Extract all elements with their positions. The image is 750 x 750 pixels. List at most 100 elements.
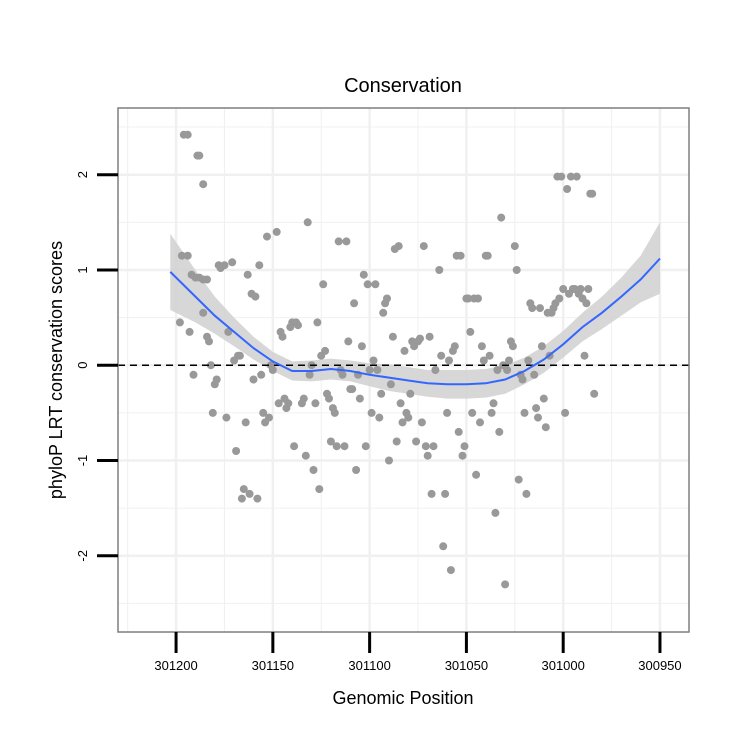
data-point <box>441 489 450 498</box>
data-point <box>350 299 359 308</box>
data-point <box>557 172 566 181</box>
data-point <box>495 427 504 436</box>
data-point <box>423 451 432 460</box>
y-tick-label: -1 <box>75 455 90 467</box>
data-point <box>406 389 415 398</box>
data-point <box>257 370 266 379</box>
data-point <box>239 485 248 494</box>
data-point <box>456 251 465 260</box>
data-point <box>443 408 452 417</box>
data-point <box>508 342 517 351</box>
data-point <box>183 251 192 260</box>
data-point <box>357 342 366 351</box>
data-point <box>235 351 244 360</box>
data-point <box>437 351 446 360</box>
data-point <box>458 451 467 460</box>
data-point <box>431 366 440 374</box>
data-point <box>220 261 229 270</box>
data-point <box>332 442 341 451</box>
data-point <box>572 172 581 181</box>
data-point <box>493 366 502 374</box>
data-point <box>338 370 347 379</box>
confidence-band <box>170 222 661 399</box>
y-tick-label: 2 <box>75 171 90 178</box>
data-point <box>365 366 374 374</box>
data-point <box>512 266 521 274</box>
data-point <box>359 270 368 279</box>
data-point <box>375 413 384 422</box>
data-point <box>416 334 424 343</box>
data-point <box>460 442 469 451</box>
data-point <box>435 266 444 274</box>
data-point <box>487 408 496 417</box>
data-point <box>237 494 246 503</box>
y-axis-ticks: 2 1 0 -1 -2 <box>75 171 118 562</box>
data-point <box>559 285 568 293</box>
data-point <box>321 346 330 355</box>
data-point <box>189 370 198 379</box>
data-point <box>454 427 463 436</box>
data-point <box>532 404 541 413</box>
data-point <box>311 399 320 408</box>
data-point <box>371 280 380 289</box>
data-points <box>175 130 599 589</box>
data-point <box>232 447 241 455</box>
data-point <box>404 413 413 422</box>
data-point <box>251 292 260 301</box>
data-point <box>208 408 217 417</box>
data-point <box>268 366 277 374</box>
data-point <box>445 356 453 365</box>
data-point <box>344 337 353 346</box>
data-point <box>561 408 570 417</box>
data-point <box>530 370 539 379</box>
data-point <box>536 304 544 313</box>
data-point <box>396 399 405 408</box>
data-point <box>253 494 262 503</box>
chart-title: Conservation <box>344 75 462 97</box>
data-point <box>588 189 597 198</box>
data-point <box>474 294 482 303</box>
data-point <box>584 285 593 293</box>
data-point <box>385 456 393 465</box>
data-point <box>177 251 186 260</box>
data-point <box>386 380 395 389</box>
data-point <box>319 280 328 289</box>
data-point <box>400 346 409 355</box>
data-point <box>483 251 492 260</box>
data-point <box>501 580 510 589</box>
y-axis-label: phyloP LRT conservation scores <box>46 241 66 499</box>
data-point <box>518 375 527 384</box>
data-point <box>175 318 184 327</box>
data-point <box>369 356 378 365</box>
data-point <box>222 413 231 422</box>
data-point <box>537 342 546 351</box>
confidence-band-area <box>170 222 661 399</box>
data-point <box>468 408 477 417</box>
data-point <box>363 280 372 289</box>
data-point <box>272 227 281 236</box>
data-point <box>394 242 403 251</box>
data-point <box>334 237 343 246</box>
data-point <box>479 356 488 365</box>
data-point <box>555 294 564 303</box>
data-point <box>582 299 591 308</box>
data-point <box>524 356 533 365</box>
data-point <box>315 485 324 494</box>
data-point <box>419 242 428 251</box>
data-point <box>580 351 589 360</box>
x-tick-label: 300950 <box>638 658 681 673</box>
data-point <box>510 242 519 251</box>
data-point <box>348 385 357 394</box>
data-point <box>427 489 436 498</box>
x-axis-ticks: 301200 301150 301100 301050 301000 300950 <box>154 632 682 673</box>
data-point <box>299 394 308 403</box>
data-point <box>425 332 434 341</box>
data-point <box>388 332 397 341</box>
data-point <box>305 370 314 379</box>
data-point <box>342 237 351 246</box>
data-point <box>206 361 215 370</box>
data-point <box>412 437 421 446</box>
data-point <box>301 451 310 460</box>
data-point <box>309 466 318 474</box>
data-point <box>355 394 364 403</box>
